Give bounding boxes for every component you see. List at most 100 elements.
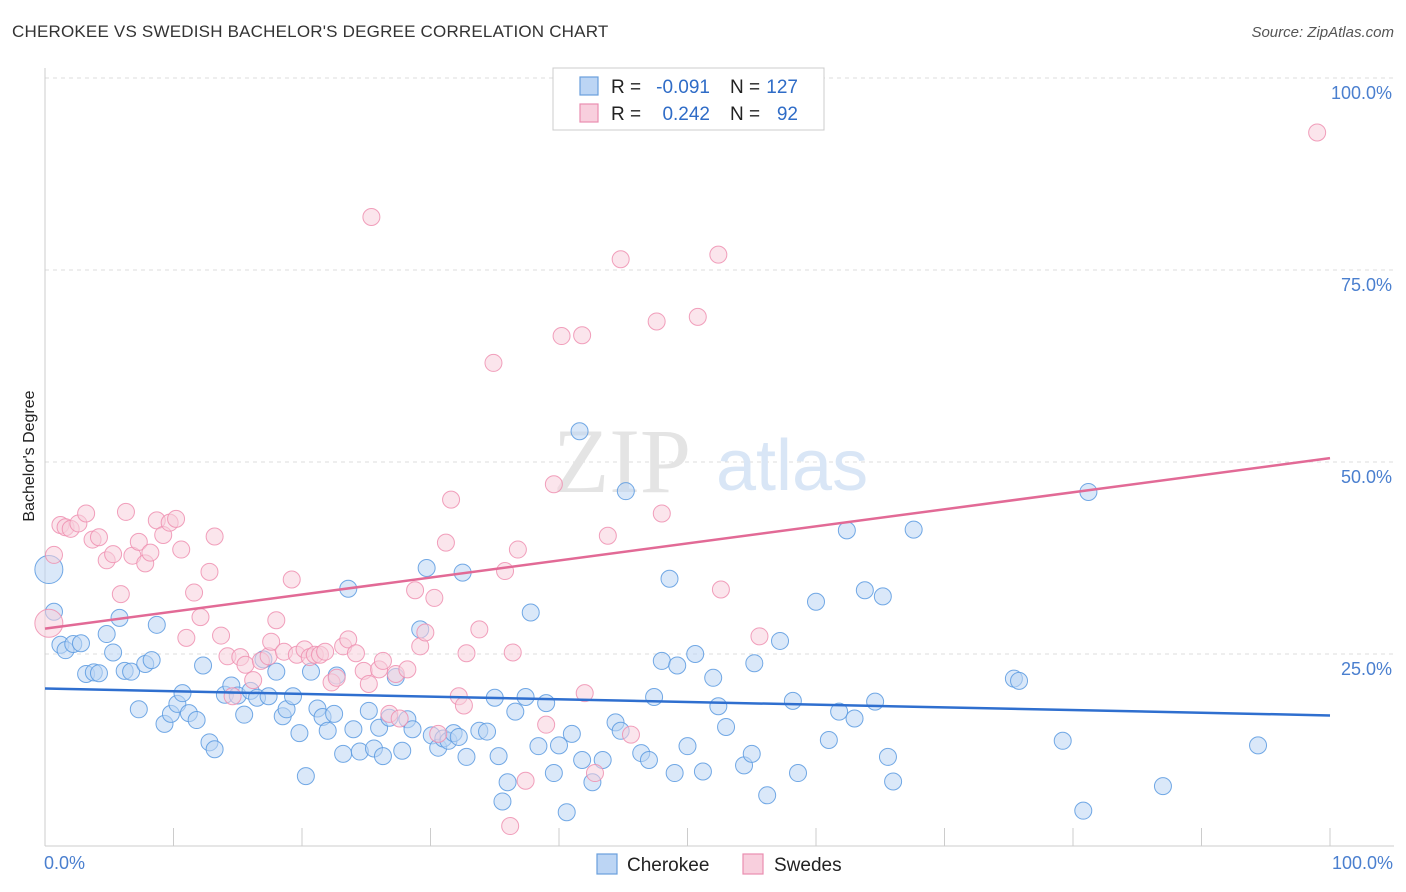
swedes-point [339, 630, 358, 649]
swedes-point [398, 660, 417, 679]
cherokee-point [678, 737, 697, 756]
cherokee-point [493, 792, 512, 811]
cherokee-point [417, 558, 436, 577]
cherokee-point [783, 691, 802, 710]
cherokee-point [359, 701, 378, 720]
axes [44, 68, 1394, 847]
swedes-point [621, 725, 640, 744]
swedes-point [346, 644, 365, 663]
cherokee-point [819, 731, 838, 750]
y-tick-label-0: 25.0% [1341, 659, 1392, 679]
swedes-point [205, 527, 224, 546]
swedes-point [573, 326, 592, 345]
cherokee-point [142, 651, 161, 670]
cherokee-points [34, 422, 1268, 822]
swedes-point [611, 250, 630, 269]
cherokee-point [194, 656, 213, 675]
swedes-point [406, 581, 425, 600]
cherokee-point [489, 747, 508, 766]
legend-r-label-2: R = [611, 104, 641, 125]
legend-r-label-1: R = [611, 77, 641, 98]
swedes-point [316, 642, 335, 661]
swedes-point [77, 504, 96, 523]
swedes-point [454, 696, 473, 715]
swedes-point [223, 687, 242, 706]
cherokee-point [904, 520, 923, 539]
swedes-point [267, 611, 286, 630]
cherokee-point [173, 684, 192, 703]
cherokee-point [789, 764, 808, 783]
cherokee-point [660, 569, 679, 588]
swedes-point [484, 353, 503, 372]
cherokee-point [129, 700, 148, 719]
swedes-point [259, 647, 278, 666]
cherokee-point [686, 645, 705, 663]
y-tick-label-3: 100.0% [1331, 83, 1392, 103]
swedes-point [373, 651, 392, 670]
cherokee-point [290, 724, 309, 743]
cherokee-point [1010, 671, 1029, 690]
legend-n-label-2: N = [730, 104, 760, 125]
legend-n-label-1: N = [730, 77, 760, 98]
legend-n-value-1: 127 [766, 77, 798, 98]
swedes-point [688, 307, 707, 326]
y-tick-label-2: 75.0% [1341, 275, 1392, 295]
cherokee-point [1153, 777, 1172, 796]
swedes-point [552, 327, 571, 346]
cherokee-point [845, 709, 864, 728]
cherokee-point [521, 603, 540, 622]
swedes-point [212, 626, 231, 645]
swedes-point [282, 570, 301, 589]
cherokee-point [284, 687, 303, 706]
swedes-point [244, 671, 263, 690]
bottom-label-cherokee: Cherokee [627, 855, 709, 876]
swedes-point [647, 312, 666, 331]
cherokee-point [89, 664, 108, 683]
swedes-point [598, 526, 617, 545]
cherokee-point [771, 631, 790, 650]
cherokee-point [709, 697, 728, 716]
swedes-point [44, 545, 63, 564]
cherokee-point [645, 688, 664, 707]
swedes-point [167, 509, 186, 528]
swedes-point [262, 632, 281, 651]
cherokee-point [325, 704, 344, 723]
cherokee-point [334, 744, 353, 763]
swedes-point [544, 475, 563, 494]
swedes-point [442, 490, 461, 509]
cherokee-point [544, 764, 563, 783]
cherokee-point [498, 773, 517, 792]
cherokee-point [104, 643, 123, 662]
cherokee-point [373, 747, 392, 766]
cherokee-point [1053, 731, 1072, 750]
cherokee-point [704, 668, 723, 687]
swedes-point [425, 588, 444, 607]
cherokee-point [516, 688, 535, 707]
cherokee-point [807, 592, 825, 611]
cherokee-point [717, 717, 736, 736]
swedes-point [191, 608, 210, 627]
cherokee-point [344, 720, 363, 739]
y-tick-labels: 25.0% 50.0% 75.0% 100.0% [1331, 83, 1392, 679]
cherokee-point [742, 744, 761, 763]
cherokee-point [693, 762, 712, 781]
swedes-point [362, 208, 381, 227]
swedes-point [416, 623, 435, 642]
cherokee-point [187, 711, 206, 730]
bottom-swatch-swedes [742, 853, 764, 875]
watermark-atlas: atlas [716, 426, 868, 506]
watermark: ZIP atlas [553, 410, 868, 512]
cherokee-point [506, 702, 525, 721]
legend-r-value-2: 0.242 [662, 104, 710, 125]
cherokee-point [318, 721, 337, 740]
swedes-point [436, 533, 455, 552]
cherokee-point [529, 737, 548, 756]
cherokee-point [855, 581, 874, 600]
cherokee-point [616, 482, 635, 501]
cherokee-point [296, 767, 315, 786]
cherokee-point [878, 747, 897, 766]
series-legend: Cherokee Swedes [596, 853, 842, 876]
cherokee-point [457, 747, 476, 766]
cherokee-point [557, 803, 576, 822]
swedes-point [359, 674, 378, 693]
